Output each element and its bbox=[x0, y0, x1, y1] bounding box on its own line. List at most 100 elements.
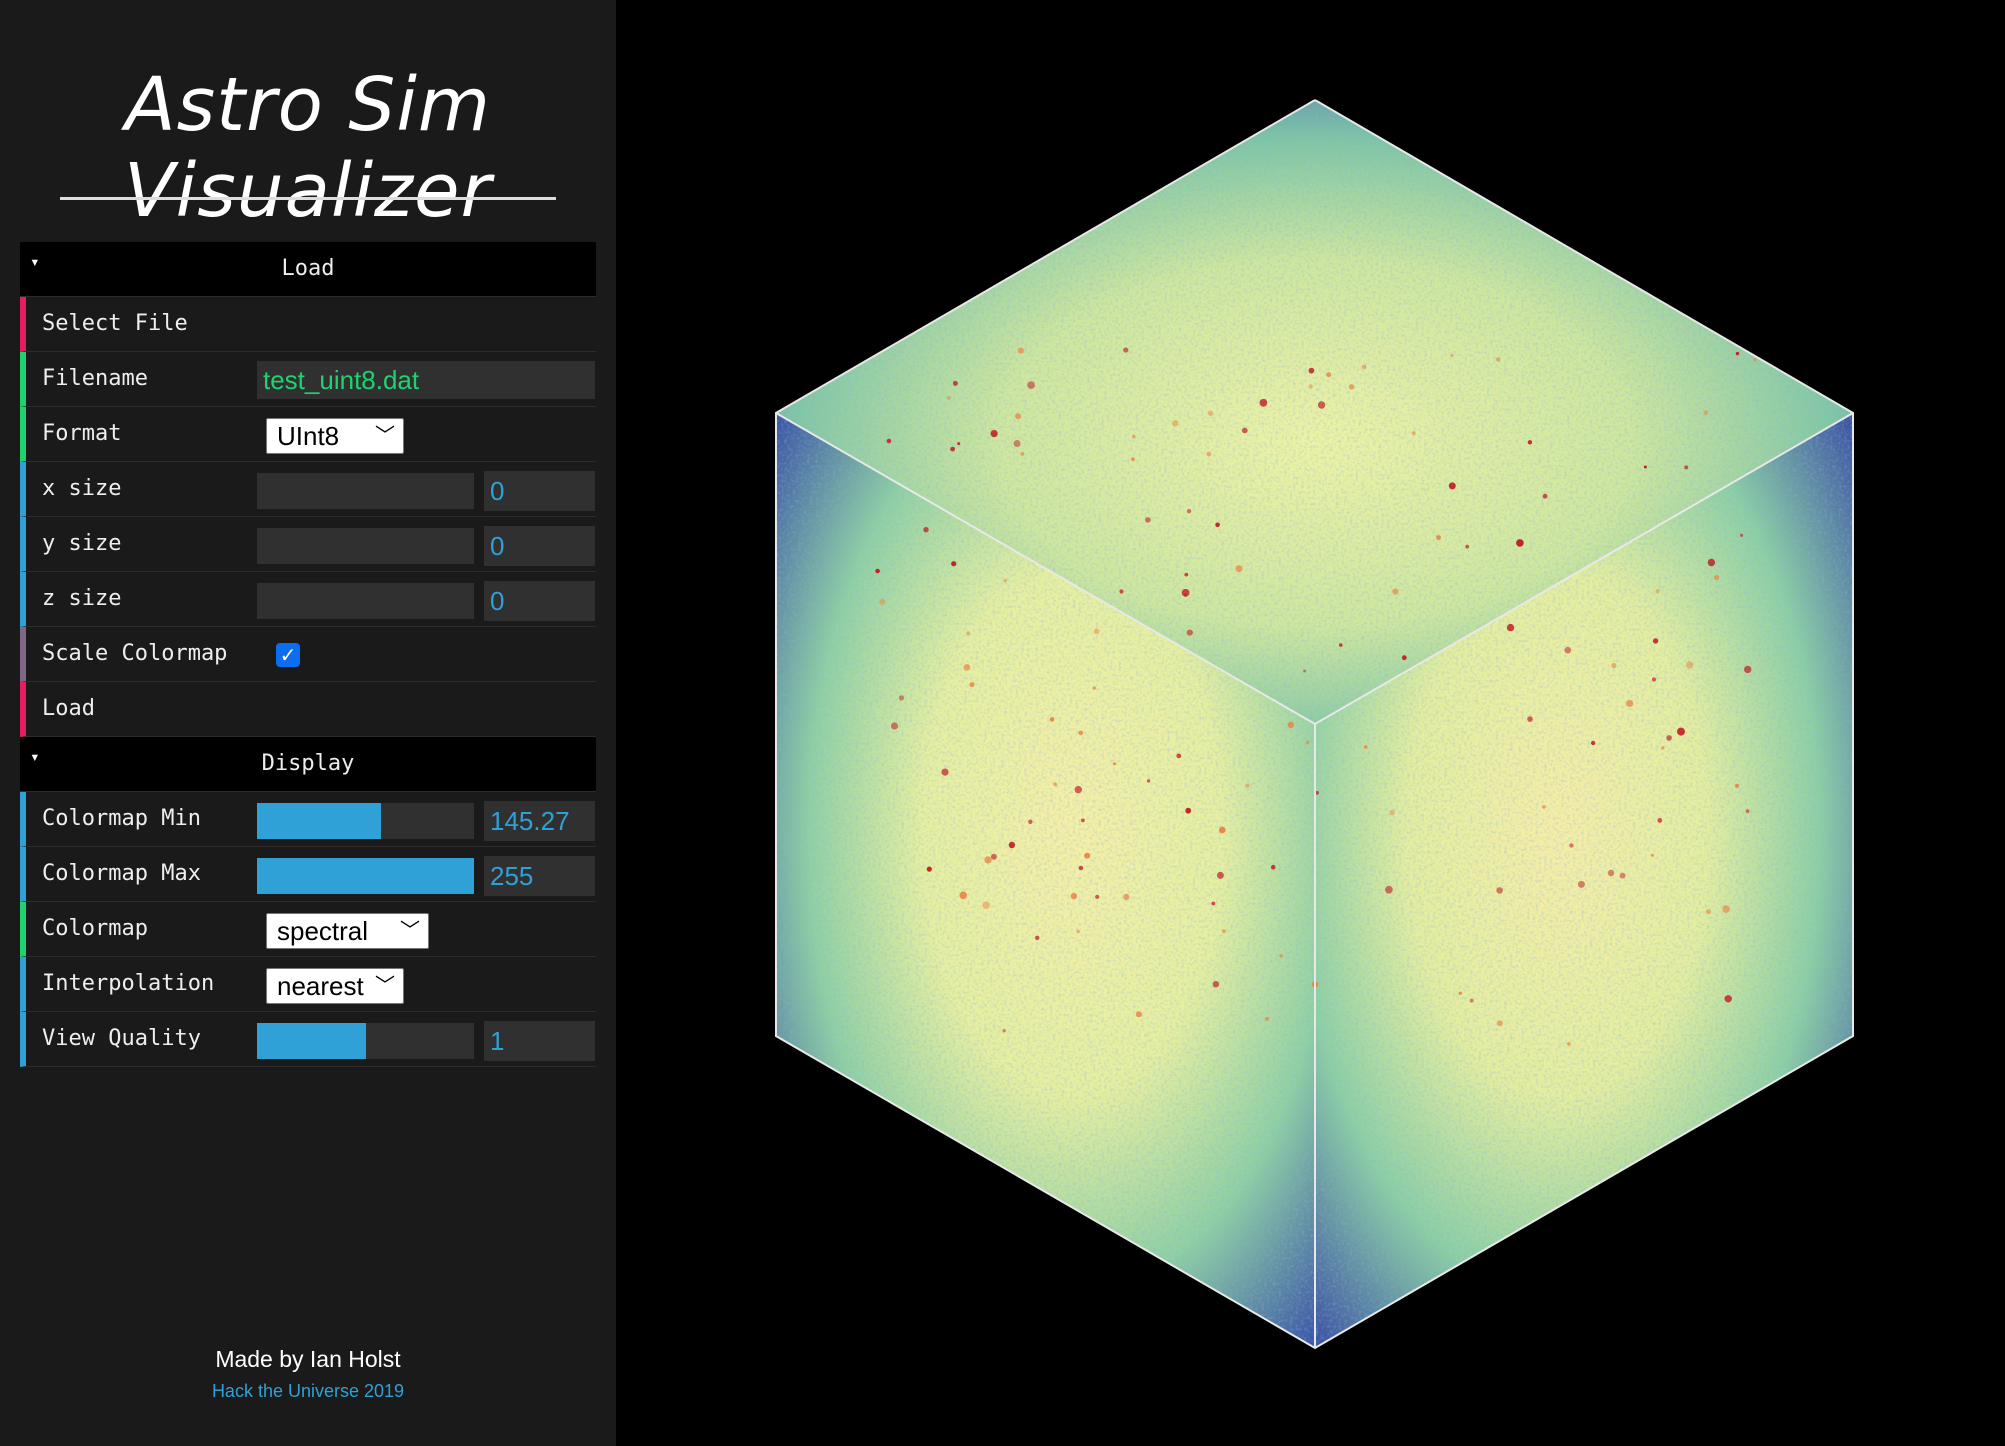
event-link[interactable]: Hack the Universe 2019 bbox=[211, 1381, 405, 1401]
display-folder-title: Display bbox=[261, 751, 355, 776]
chevron-down-icon: ﹀ bbox=[400, 920, 420, 942]
hotspot-dot bbox=[1146, 779, 1151, 783]
hotspot-dot bbox=[1465, 544, 1470, 549]
volume-cube-render[interactable] bbox=[616, 0, 2005, 1446]
z-size-slider[interactable] bbox=[257, 583, 474, 619]
hotspot-dot bbox=[1305, 740, 1310, 745]
hotspot-dot bbox=[890, 722, 899, 730]
colormap-min-row: Colormap Min 145.27 bbox=[20, 792, 596, 847]
load-button[interactable]: Load bbox=[20, 682, 596, 737]
colormap-max-input[interactable]: 255 bbox=[484, 856, 595, 896]
hotspot-dot bbox=[1469, 998, 1474, 1003]
hotspot-dot bbox=[951, 561, 957, 567]
hotspot-dot bbox=[1707, 558, 1716, 567]
y-size-input[interactable]: 0 bbox=[484, 526, 595, 566]
hotspot-dot bbox=[1216, 871, 1224, 879]
hotspot-dot bbox=[1131, 457, 1135, 462]
colormap-select[interactable]: spectral ﹀ bbox=[266, 913, 429, 949]
format-row: Format UInt8 ﹀ bbox=[20, 407, 596, 462]
scale-colormap-checkbox[interactable]: ✓ bbox=[276, 643, 300, 667]
hotspot-dot bbox=[1132, 434, 1136, 439]
select-file-button[interactable]: Select File bbox=[20, 297, 596, 352]
x-size-slider[interactable] bbox=[257, 473, 474, 509]
hotspot-dot bbox=[1020, 452, 1025, 456]
y-size-label: y size bbox=[42, 531, 122, 556]
x-size-input[interactable]: 0 bbox=[484, 471, 595, 511]
format-select[interactable]: UInt8 ﹀ bbox=[266, 418, 404, 454]
hotspot-dot bbox=[1135, 1011, 1142, 1018]
interpolation-label: Interpolation bbox=[42, 971, 215, 996]
hotspot-dot bbox=[1619, 872, 1626, 879]
hotspot-dot bbox=[1722, 905, 1730, 913]
format-select-value: UInt8 bbox=[277, 421, 340, 451]
hotspot-dot bbox=[1003, 578, 1008, 583]
hotspot-dot bbox=[1241, 427, 1248, 434]
scale-colormap-row: Scale Colormap ✓ bbox=[20, 627, 596, 682]
hotspot-dot bbox=[1542, 493, 1548, 499]
hotspot-dot bbox=[1070, 892, 1078, 900]
hotspot-dot bbox=[1745, 809, 1750, 814]
hotspot-dot bbox=[963, 664, 971, 671]
hotspot-dot bbox=[1112, 762, 1116, 766]
hotspot-dot bbox=[1496, 1020, 1503, 1027]
density-hotspots bbox=[875, 347, 1757, 1046]
view-quality-slider-fill bbox=[257, 1023, 366, 1059]
volume-viewer[interactable] bbox=[616, 0, 2005, 1446]
colormap-min-slider[interactable] bbox=[257, 803, 474, 839]
hotspot-dot bbox=[1389, 809, 1395, 816]
hotspot-dot bbox=[1392, 588, 1399, 595]
z-size-input[interactable]: 0 bbox=[484, 581, 595, 621]
hotspot-dot bbox=[1506, 623, 1515, 632]
hotspot-dot bbox=[1724, 995, 1732, 1003]
hotspot-dot bbox=[1361, 364, 1367, 370]
hotspot-dot bbox=[1643, 465, 1647, 469]
interpolation-select[interactable]: nearest ﹀ bbox=[266, 968, 404, 1004]
hotspot-dot bbox=[1028, 819, 1033, 824]
hotspot-dot bbox=[990, 430, 998, 438]
display-folder-header[interactable]: ▾ Display bbox=[20, 737, 596, 792]
hotspot-dot bbox=[1385, 885, 1393, 894]
hotspot-dot bbox=[1002, 1029, 1006, 1033]
hotspot-dot bbox=[941, 768, 949, 776]
y-size-slider[interactable] bbox=[257, 528, 474, 564]
hotspot-dot bbox=[1590, 740, 1596, 746]
view-quality-input[interactable]: 1 bbox=[484, 1021, 595, 1061]
hotspot-dot bbox=[1703, 410, 1709, 415]
load-folder-header[interactable]: ▾ Load bbox=[20, 242, 596, 297]
scale-colormap-label: Scale Colormap bbox=[42, 641, 228, 666]
hotspot-dot bbox=[875, 568, 880, 574]
title-divider bbox=[60, 197, 556, 200]
colormap-min-input[interactable]: 145.27 bbox=[484, 801, 595, 841]
hotspot-dot bbox=[1650, 853, 1655, 857]
load-button-label: Load bbox=[42, 696, 95, 721]
hotspot-dot bbox=[1564, 646, 1572, 654]
hotspot-dot bbox=[1684, 465, 1689, 470]
colormap-max-slider[interactable] bbox=[257, 858, 474, 894]
caret-down-icon: ▾ bbox=[30, 747, 40, 766]
hotspot-dot bbox=[1607, 869, 1615, 877]
filename-input[interactable]: test_uint8.dat bbox=[257, 361, 595, 399]
hotspot-dot bbox=[1076, 929, 1081, 934]
hotspot-dot bbox=[1270, 864, 1276, 870]
hotspot-dot bbox=[1035, 935, 1040, 940]
hotspot-dot bbox=[1181, 588, 1190, 597]
hotspot-dot bbox=[1092, 686, 1096, 690]
hotspot-dot bbox=[1095, 894, 1100, 900]
hotspot-dot bbox=[923, 527, 929, 533]
hotspot-dot bbox=[1666, 735, 1672, 741]
hotspot-dot bbox=[1569, 843, 1574, 848]
hotspot-dot bbox=[1015, 413, 1022, 420]
hotspot-dot bbox=[966, 631, 971, 636]
hotspot-dot bbox=[1211, 901, 1216, 906]
hotspot-dot bbox=[1652, 638, 1659, 644]
view-quality-slider[interactable] bbox=[257, 1023, 474, 1059]
colormap-max-row: Colormap Max 255 bbox=[20, 847, 596, 902]
hotspot-dot bbox=[1458, 991, 1462, 995]
hotspot-dot bbox=[1119, 589, 1124, 594]
controls-panel: ▾ Load Select File Filename test_uint8.d… bbox=[20, 242, 596, 1067]
hotspot-dot bbox=[926, 866, 932, 872]
hotspot-dot bbox=[1212, 981, 1220, 988]
hotspot-dot bbox=[1657, 818, 1663, 823]
hotspot-dot bbox=[1074, 785, 1082, 794]
interpolation-row: Interpolation nearest ﹀ bbox=[20, 957, 596, 1012]
